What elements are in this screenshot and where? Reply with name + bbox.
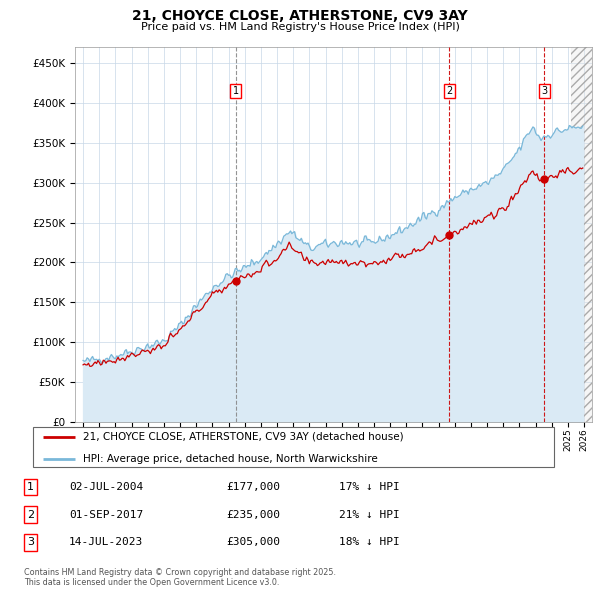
Bar: [571, 47, 592, 422]
Text: 1: 1: [233, 86, 239, 96]
Text: 21, CHOYCE CLOSE, ATHERSTONE, CV9 3AY: 21, CHOYCE CLOSE, ATHERSTONE, CV9 3AY: [132, 9, 468, 24]
Text: 1: 1: [27, 482, 34, 492]
Text: 2: 2: [27, 510, 34, 520]
FancyBboxPatch shape: [32, 427, 554, 467]
Text: 21, CHOYCE CLOSE, ATHERSTONE, CV9 3AY (detached house): 21, CHOYCE CLOSE, ATHERSTONE, CV9 3AY (d…: [83, 432, 403, 442]
Text: £177,000: £177,000: [227, 482, 281, 492]
Text: 2: 2: [446, 86, 452, 96]
Text: Price paid vs. HM Land Registry's House Price Index (HPI): Price paid vs. HM Land Registry's House …: [140, 22, 460, 32]
Text: 17% ↓ HPI: 17% ↓ HPI: [340, 482, 400, 492]
Text: 3: 3: [27, 537, 34, 548]
Text: £235,000: £235,000: [227, 510, 281, 520]
Text: 14-JUL-2023: 14-JUL-2023: [69, 537, 143, 548]
Text: 18% ↓ HPI: 18% ↓ HPI: [340, 537, 400, 548]
Text: 21% ↓ HPI: 21% ↓ HPI: [340, 510, 400, 520]
Text: 02-JUL-2004: 02-JUL-2004: [69, 482, 143, 492]
Bar: [571, 47, 592, 422]
Text: 01-SEP-2017: 01-SEP-2017: [69, 510, 143, 520]
Text: Contains HM Land Registry data © Crown copyright and database right 2025.
This d: Contains HM Land Registry data © Crown c…: [24, 568, 336, 587]
Text: 3: 3: [541, 86, 547, 96]
Text: HPI: Average price, detached house, North Warwickshire: HPI: Average price, detached house, Nort…: [83, 454, 377, 464]
Text: £305,000: £305,000: [227, 537, 281, 548]
